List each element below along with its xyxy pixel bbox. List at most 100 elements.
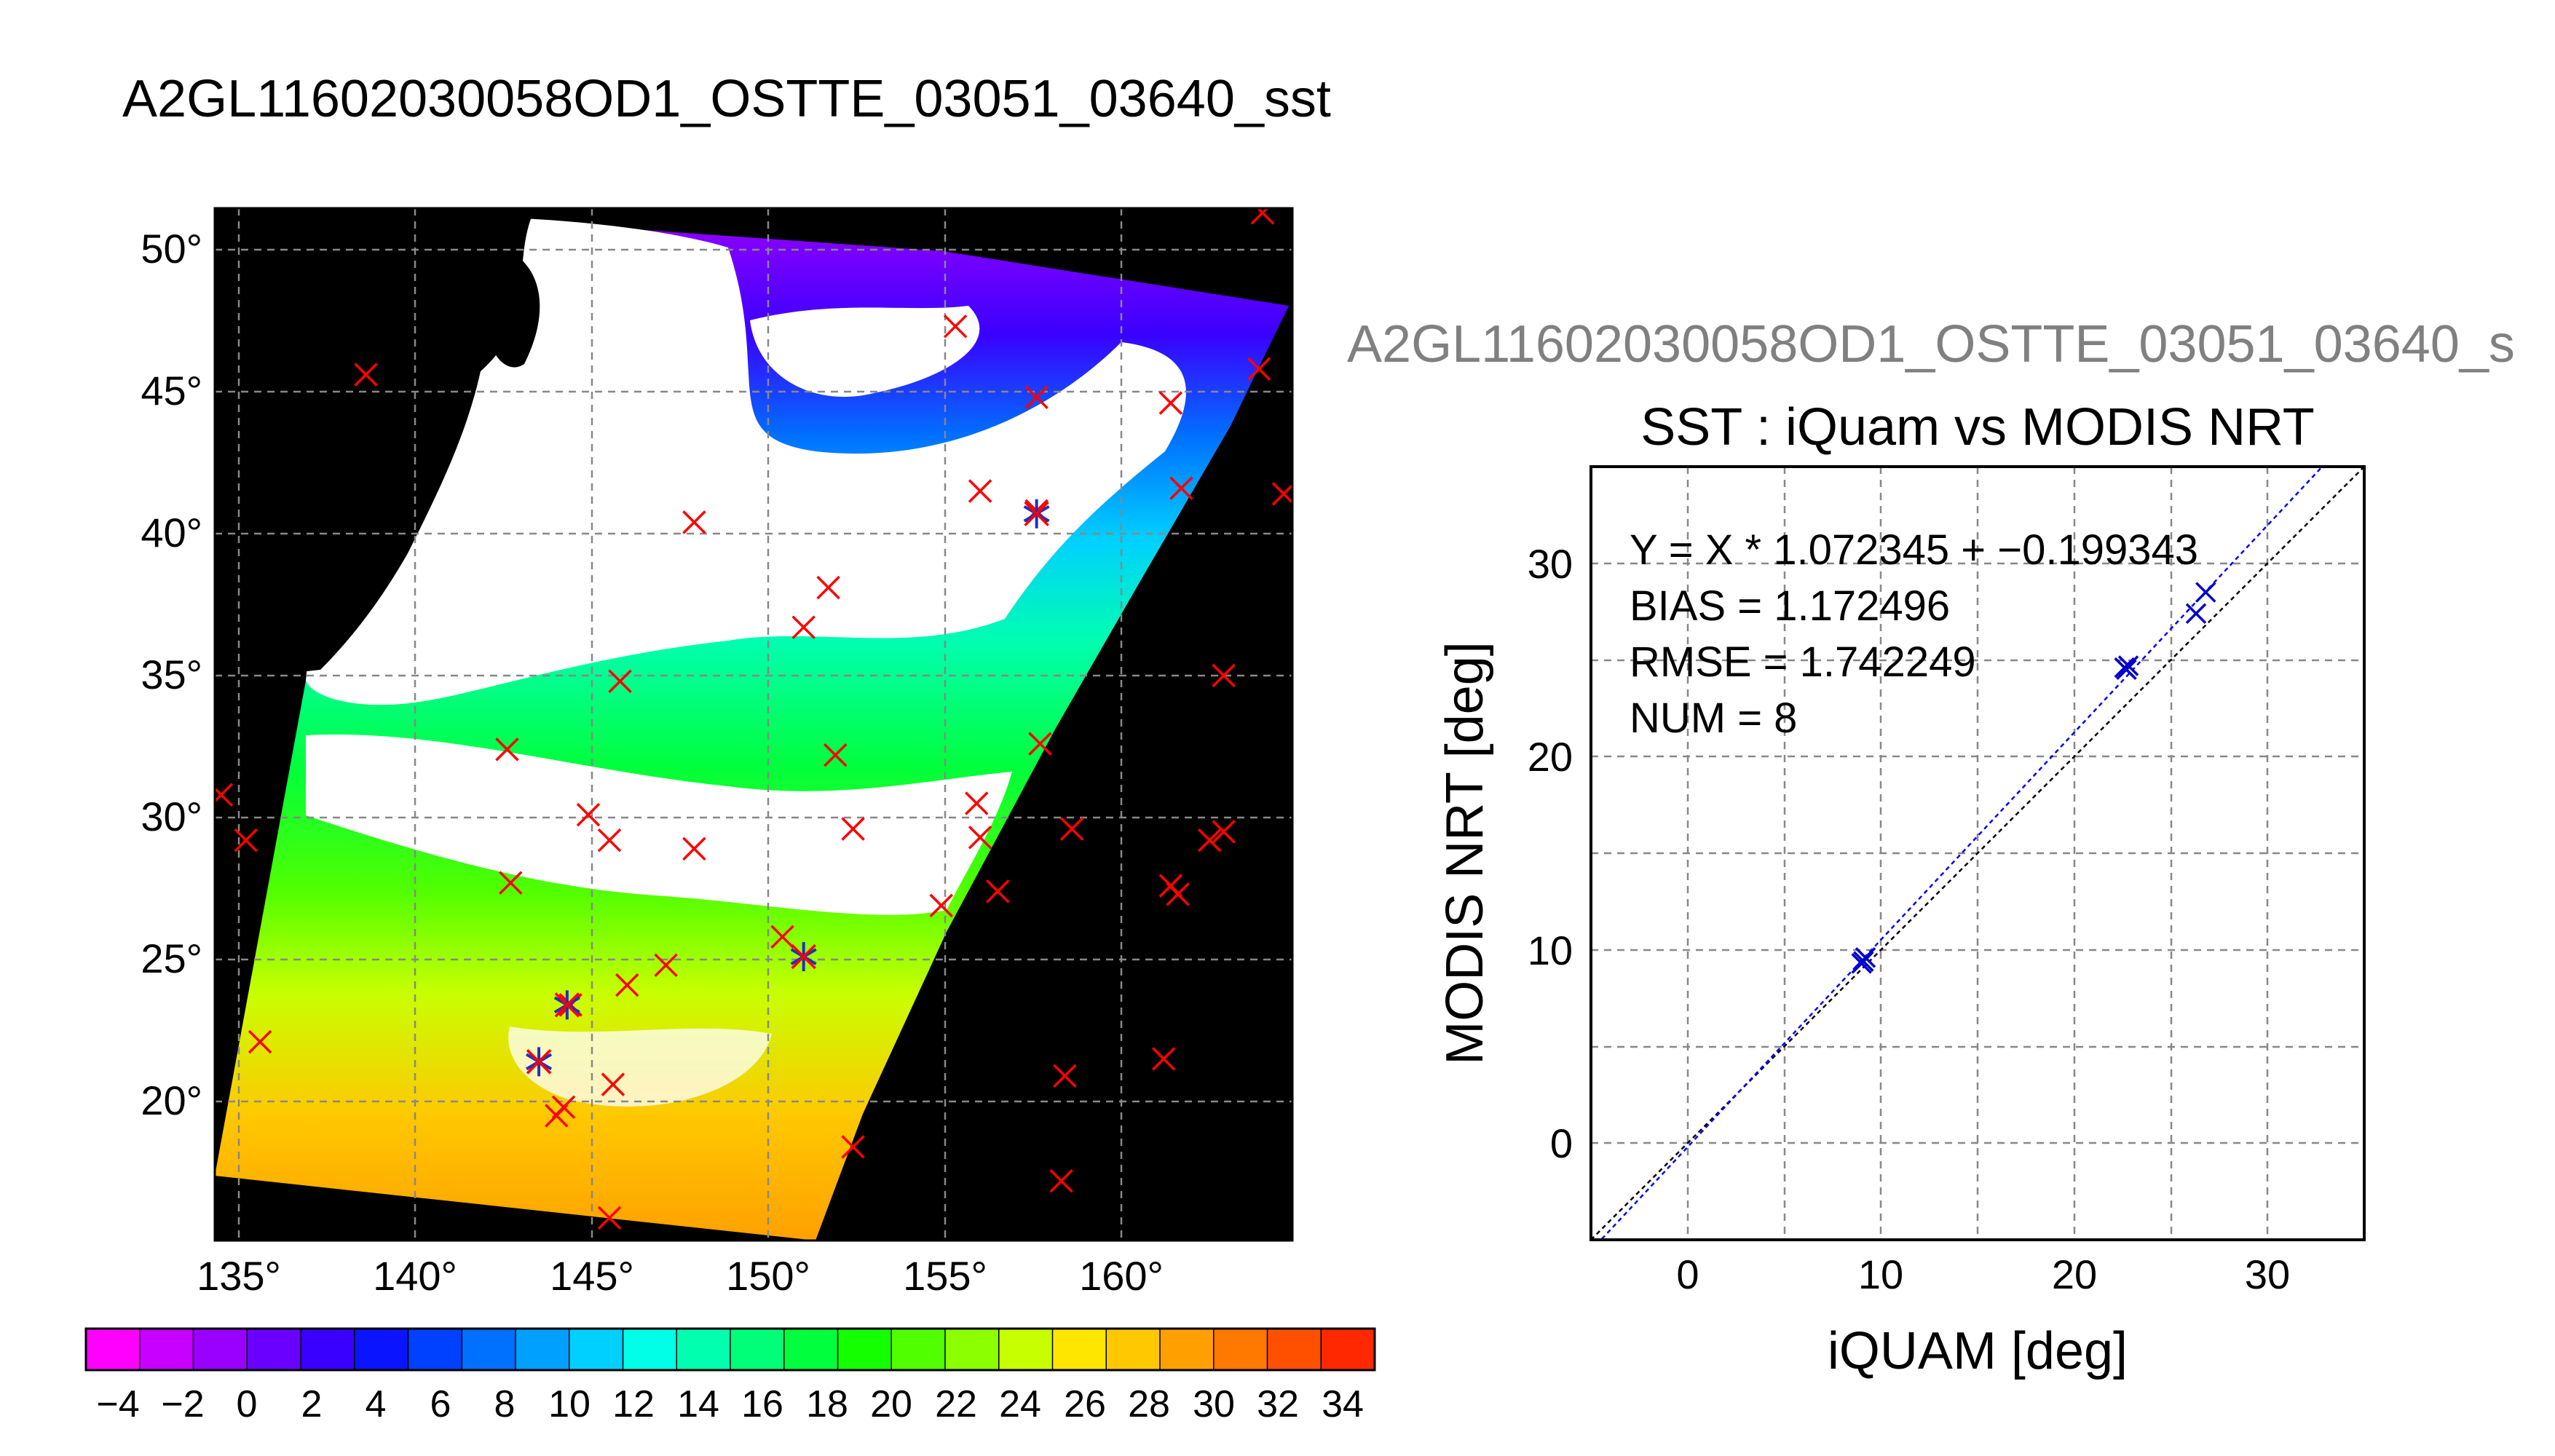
scatter-plot: 0 10 20 30 0 10 20 30 iQUAM [deg] MODIS … [1436, 465, 2366, 1380]
num-text: NUM = 8 [1630, 695, 1797, 742]
colorbar-tick-label: 24 [999, 1383, 1041, 1425]
y-axis-label: MODIS NRT [deg] [1436, 641, 1494, 1065]
colorbar-cell [998, 1328, 1054, 1371]
lon-label: 140° [373, 1253, 457, 1299]
match-marker [1024, 501, 1049, 526]
lon-label: 135° [197, 1253, 281, 1299]
match-marker [234, 828, 258, 852]
colorbar-tick-label: −4 [96, 1383, 139, 1425]
land-mask-north [486, 248, 540, 368]
match-marker [841, 1135, 865, 1159]
colorbar-tick-label: 28 [1128, 1383, 1170, 1425]
lat-label: 30° [141, 794, 202, 839]
match-marker [597, 1206, 622, 1230]
y-tick-label: 0 [1550, 1120, 1573, 1166]
colorbar-tick-label: 30 [1193, 1383, 1235, 1425]
match-marker [608, 669, 632, 694]
x-tick-label: 0 [1676, 1251, 1699, 1297]
match-marker [1212, 663, 1236, 688]
scatter-point [2185, 603, 2207, 625]
colorbar-cell [354, 1328, 409, 1371]
match-marker [1212, 820, 1236, 844]
match-marker [248, 1029, 272, 1054]
colorbar-cells [85, 1328, 1376, 1371]
colorbar-cell [461, 1328, 517, 1371]
match-marker [841, 817, 865, 841]
lon-label: 155° [903, 1253, 987, 1299]
scatter-point [1851, 953, 1872, 974]
right-panel-title: A2GL11602030058OD1_OSTTE_03051_03640_s [1347, 315, 2515, 373]
colorbar-cell [192, 1328, 248, 1371]
x-tick-label: 30 [2245, 1251, 2290, 1297]
match-marker [526, 1049, 552, 1075]
match-marker [968, 826, 992, 850]
colorbar-tick-label: 18 [806, 1383, 848, 1425]
colorbar-cell [85, 1328, 141, 1371]
colorbar-cell [676, 1328, 732, 1371]
one-to-one-line [1591, 467, 2364, 1240]
map-frame [213, 207, 1294, 1242]
match-marker [654, 953, 678, 978]
match-marker [1271, 482, 1292, 506]
colorbar-cell [1266, 1328, 1322, 1371]
lon-label: 160° [1079, 1253, 1164, 1299]
x-tick-label: 20 [2052, 1251, 2097, 1297]
lat-label: 35° [141, 652, 202, 697]
chart-title: SST : iQuam vs MODIS NRT [1640, 398, 2315, 456]
scatter-x-tick-labels: 0 10 20 30 [1676, 1251, 2290, 1297]
match-marker [770, 925, 794, 949]
x-axis-label: iQUAM [deg] [1828, 1322, 2128, 1380]
match-marker [1028, 732, 1052, 756]
scatter-y-tick-labels: 0 10 20 30 [1528, 541, 1573, 1166]
match-marker [1169, 476, 1193, 500]
main-title: A2GL11602030058OD1_OSTTE_03051_03640_sst [122, 70, 1331, 128]
scatter-points [1851, 582, 2216, 974]
rmse-text: RMSE = 1.742249 [1630, 638, 1976, 686]
colorbar-tick-label: 16 [741, 1383, 783, 1425]
colorbar-tick-label: 6 [430, 1383, 451, 1425]
colorbar-tick-label: 22 [935, 1383, 977, 1425]
colorbar-cell [300, 1328, 355, 1371]
lat-label: 45° [141, 368, 202, 414]
match-marker [964, 791, 989, 815]
colorbar-tick-label: 10 [548, 1383, 591, 1425]
match-marker [1059, 817, 1084, 841]
y-tick-label: 10 [1528, 927, 1573, 973]
fit-stats: Y = X * 1.072345 + −0.199343 BIAS = 1.17… [1630, 526, 2198, 742]
colorbar-cell [515, 1328, 570, 1371]
colorbar-tick-label: 0 [237, 1383, 258, 1425]
colorbar-cell [1320, 1328, 1376, 1371]
lat-label: 25° [141, 935, 202, 981]
lat-label: 20° [141, 1077, 202, 1123]
bias-text: BIAS = 1.172496 [1630, 582, 1950, 630]
colorbar-cell [139, 1328, 194, 1371]
x-tick-label: 10 [1858, 1251, 1903, 1297]
lon-axis-labels: 135° 140° 145° 150° 155° 160° [197, 1253, 1164, 1299]
colorbar-cell [1213, 1328, 1268, 1371]
lon-label: 145° [550, 1253, 634, 1299]
lat-axis-labels: 50° 45° 40° 35° 30° 25° 20° [141, 226, 202, 1123]
colorbar-cell [837, 1328, 893, 1371]
lat-label: 40° [141, 510, 202, 555]
colorbar-tick-label: 8 [494, 1383, 516, 1425]
colorbar-frame [84, 1327, 1376, 1372]
colorbar-tick-label: −2 [161, 1383, 204, 1425]
match-marker [1049, 1168, 1073, 1193]
match-marker [968, 479, 992, 503]
colorbar-tick-label: 4 [366, 1383, 387, 1425]
colorbar-tick-label: 26 [1064, 1383, 1106, 1425]
match-marker [597, 828, 622, 852]
match-marker [682, 836, 706, 861]
match-marker [943, 314, 968, 339]
lat-label: 50° [141, 226, 202, 272]
colorbar-cell [407, 1328, 463, 1371]
land-mask [215, 208, 535, 684]
scatter-frame [1590, 465, 2366, 1241]
match-marker [551, 1095, 576, 1120]
match-marker [682, 510, 706, 534]
scatter-point [2116, 659, 2137, 681]
match-marker [1166, 882, 1190, 906]
match-marker [601, 1072, 625, 1096]
colorbar-tick-label: 34 [1322, 1383, 1364, 1425]
